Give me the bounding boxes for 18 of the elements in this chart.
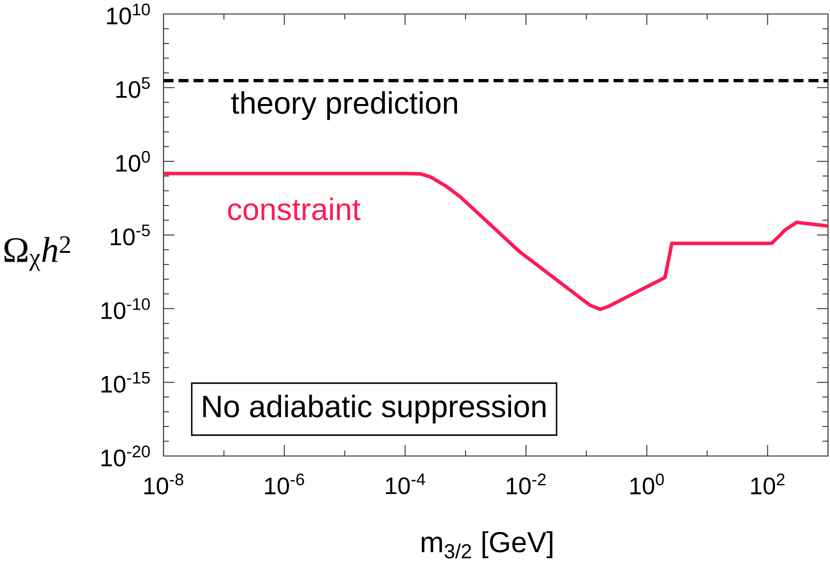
x-axis-title: m$_{3/2}$ [GeV] [422,531,552,558]
x-tick-label: 10$^{0}$ [630,474,664,494]
y-tick-label: 10$^{-10}$ [102,298,150,320]
x-tick-label: 10$^{-6}$ [265,474,304,494]
x-tick-label: 10$^{-4}$ [386,474,426,494]
y-tick-label: 10$^{5}$ [116,77,150,98]
x-tick-label: 10$^{-8}$ [144,474,184,494]
y-tick-label: 10$^{0}$ [116,150,150,172]
x-tick-label: 10$^{2}$ [751,474,784,494]
y-tick-label: 10$^{-20}$ [102,446,150,466]
y-axis-title: Ω$_{χ}$h$^{2}$ [4,236,70,271]
series-label: constraint [228,198,360,220]
y-tick-label: 10$^{10}$ [107,4,150,24]
y-tick-label: 10$^{-15}$ [102,372,150,393]
annotation: No adiabatic suppression [203,394,546,424]
x-tick-label: 10$^{-2}$ [506,474,546,494]
y-tick-label: 10$^{-5}$ [110,224,150,246]
ref-line-label: theory prediction [231,91,458,120]
